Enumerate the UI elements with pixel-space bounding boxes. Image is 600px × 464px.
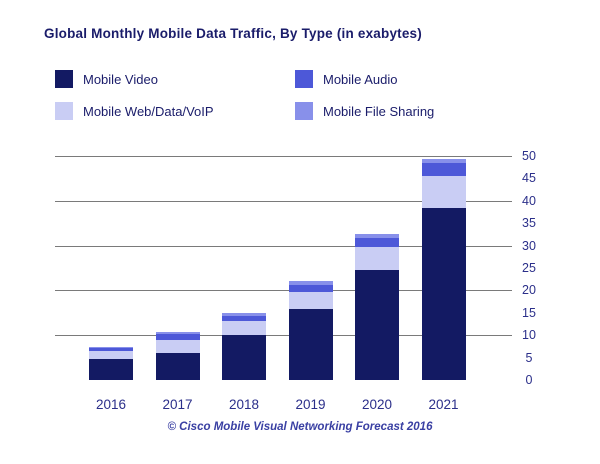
bar-segment-2018-mobile-audio	[222, 315, 266, 322]
gridline-30	[55, 245, 512, 247]
bar-segment-2019-mobile-audio	[288, 285, 333, 292]
source-attribution: © Cisco Mobile Visual Networking Forecas…	[167, 421, 433, 433]
x-label-2019: 2019	[295, 397, 326, 412]
bar-segment-2017-mobile-video	[155, 353, 200, 380]
y-tick-label-20: 20	[522, 283, 536, 298]
y-tick-label-45: 45	[522, 171, 536, 186]
y-tick-label-5: 5	[525, 350, 533, 365]
bar-2021	[421, 159, 466, 380]
y-tick-label-0: 0	[525, 373, 533, 387]
legend-item-mobile-video: Mobile Video	[55, 70, 295, 88]
bar-segment-2019-mobile-video	[288, 309, 333, 380]
gridline-20	[55, 290, 512, 292]
x-label-2020: 2020	[361, 397, 393, 412]
bar-segment-2021-mobile-file-sharing	[421, 159, 466, 163]
bar-2017	[155, 332, 200, 380]
bar-2019	[288, 281, 333, 380]
bar-segment-2019-mobile-web-data-voip	[288, 291, 333, 310]
bar-segment-2016-mobile-video	[89, 359, 133, 380]
bar-segment-2021-mobile-audio	[421, 162, 466, 177]
x-axis-category-labels: 2016 2017 2018 2019 2020 2021	[0, 397, 600, 415]
bar-segment-2020-mobile-file-sharing	[355, 234, 399, 238]
bar-segment-2016-mobile-web-data-voip	[89, 351, 133, 360]
y-tick-label-40: 40	[522, 193, 536, 208]
bar-2020	[355, 234, 399, 380]
legend-swatch-mobile-web-data-voip	[55, 102, 73, 120]
y-tick-label-30: 30	[522, 238, 536, 253]
x-label-2016: 2016	[95, 397, 127, 412]
y-axis-tick-labels: 0 5 10 15 20 25 30 35 40 45 50	[514, 149, 544, 387]
bar-segment-2016-mobile-file-sharing	[89, 346, 133, 349]
bar-segment-2020-mobile-web-data-voip	[355, 246, 399, 270]
y-tick-label-35: 35	[522, 216, 536, 231]
legend-swatch-mobile-audio	[295, 70, 313, 88]
legend-item-mobile-file-sharing: Mobile File Sharing	[295, 102, 434, 120]
legend-swatch-mobile-file-sharing	[295, 102, 313, 120]
gridline-40	[55, 200, 512, 202]
bar-segment-2020-mobile-video	[355, 269, 399, 380]
bar-segment-2019-mobile-file-sharing	[288, 281, 333, 286]
chart-title: Global Monthly Mobile Data Traffic, By T…	[44, 26, 422, 41]
bar-segment-2016-mobile-audio	[89, 348, 133, 352]
gridline-10	[55, 335, 512, 337]
legend-label: Mobile Video	[83, 71, 158, 87]
y-tick-label-50: 50	[522, 149, 536, 163]
legend-label: Mobile Audio	[323, 71, 398, 87]
legend-swatch-mobile-video	[55, 70, 73, 88]
bar-segment-2018-mobile-video	[222, 335, 266, 380]
x-label-2017: 2017	[162, 397, 193, 412]
bar-segment-2017-mobile-file-sharing	[155, 332, 200, 334]
bar-segment-2017-mobile-audio	[155, 333, 200, 341]
legend-label: Mobile File Sharing	[323, 103, 435, 119]
y-tick-label-15: 15	[522, 305, 536, 320]
plot-area	[55, 156, 512, 380]
bar-segment-2020-mobile-audio	[355, 238, 399, 247]
bar-segment-2018-mobile-file-sharing	[222, 312, 266, 316]
x-label-2021: 2021	[428, 397, 459, 412]
bar-2018	[222, 312, 266, 380]
legend-item-mobile-audio: Mobile Audio	[295, 70, 434, 88]
bar-segment-2021-mobile-web-data-voip	[421, 176, 466, 208]
bar-segment-2017-mobile-web-data-voip	[155, 340, 200, 354]
y-tick-label-10: 10	[522, 328, 536, 343]
bar-segment-2021-mobile-video	[421, 207, 466, 380]
y-tick-label-25: 25	[522, 261, 536, 275]
gridline-50	[55, 156, 512, 157]
legend-item-mobile-web-data-voip: Mobile Web/Data/VoIP	[55, 102, 295, 120]
bar-2016	[89, 346, 133, 380]
legend: Mobile Video Mobile Audio Mobile Web/Data/…	[55, 70, 434, 120]
legend-label: Mobile Web/Data/VoIP	[83, 103, 214, 119]
bar-segment-2018-mobile-web-data-voip	[222, 321, 266, 336]
x-label-2018: 2018	[228, 397, 260, 412]
